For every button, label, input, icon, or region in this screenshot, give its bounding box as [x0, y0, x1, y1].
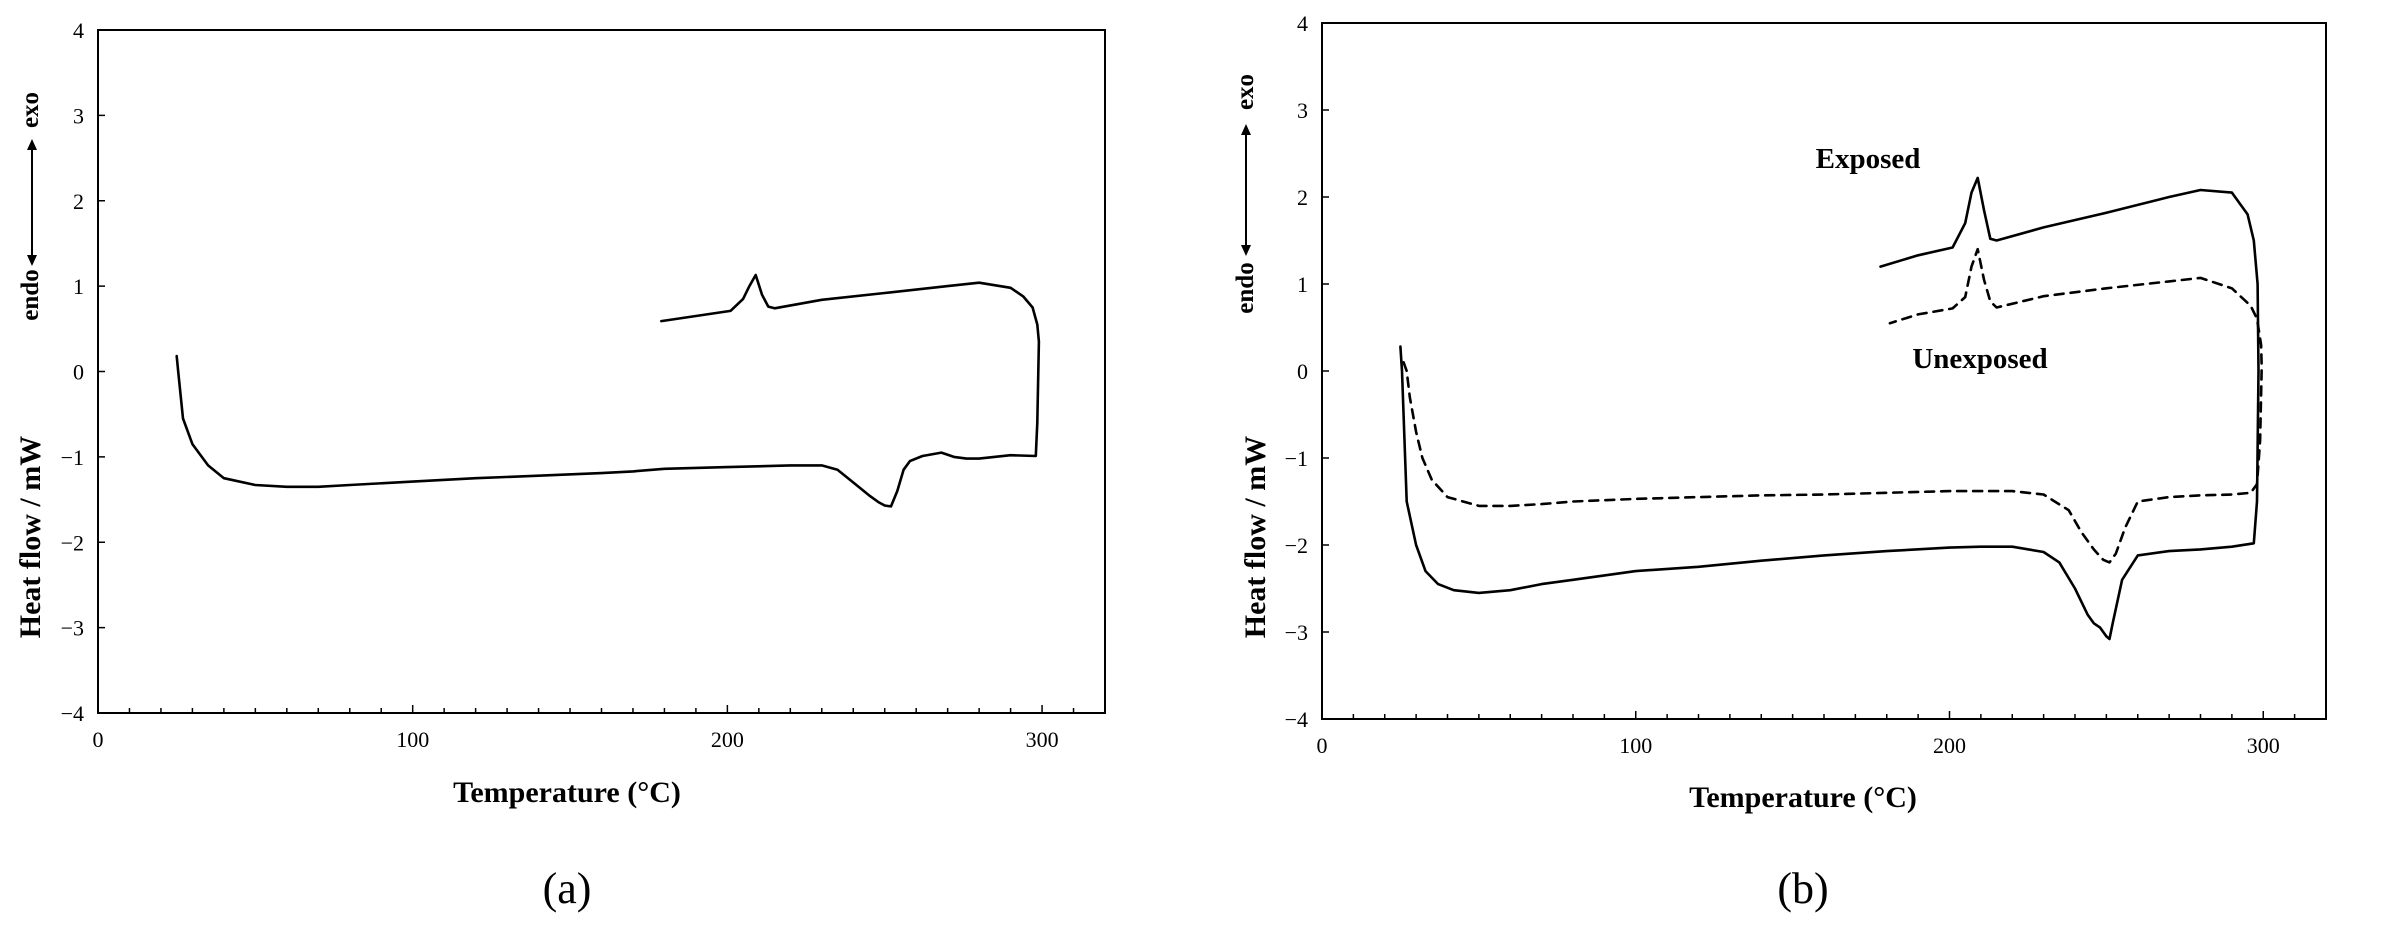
exo-label-b: exo — [1232, 74, 1259, 110]
y-tick-label: 4 — [1297, 11, 1308, 36]
plot-frame-b — [1321, 22, 2327, 720]
panel-label-a: (a) — [543, 864, 592, 913]
arrow-up-icon — [27, 139, 37, 150]
x-tick-label: 0 — [93, 727, 104, 752]
x-tick-label: 100 — [1619, 733, 1652, 758]
y-tick-label: −4 — [61, 701, 84, 726]
series-group-b — [1399, 176, 2263, 641]
series-line-exposed — [1399, 176, 2260, 641]
endo-label-b: endo — [1232, 262, 1259, 313]
y-axis-ticks-b: 4 3 2 1 0 −1 −2 −3 −4 — [1285, 11, 1329, 732]
y-tick-label: 2 — [73, 189, 84, 214]
y-axis-title-b: Heat flow / mW — [1239, 436, 1272, 638]
annotation-unexposed: Unexposed — [1912, 343, 2047, 375]
y-tick-label: 2 — [1297, 185, 1308, 210]
x-tick-label: 300 — [2247, 733, 2280, 758]
arrow-up-icon — [1241, 124, 1251, 135]
y-tick-label: −4 — [1285, 707, 1308, 732]
x-axis-title-a: Temperature (°C) — [453, 776, 681, 809]
x-tick-label: 300 — [1026, 727, 1059, 752]
y-tick-label: 4 — [73, 18, 84, 43]
y-axis-title-a: Heat flow / mW — [14, 436, 47, 638]
panel-a: 0 100 200 300 4 3 2 1 0 −1 −2 −3 −4 Temperature (°C… — [14, 18, 1106, 913]
panel-b: 0 100 200 300 4 3 2 1 0 −1 −2 −3 −4 Temperature (°C… — [1232, 11, 2327, 913]
x-tick-label: 200 — [711, 727, 744, 752]
y-tick-label: 3 — [1297, 98, 1308, 123]
x-axis-ticks-a: 0 100 200 300 — [93, 705, 1106, 752]
annotation-exposed: Exposed — [1816, 143, 1921, 175]
x-axis-ticks-b: 0 100 200 300 — [1317, 711, 2327, 758]
series-line-a — [175, 273, 1041, 508]
arrow-down-icon — [27, 255, 37, 266]
y-tick-label: 1 — [1297, 272, 1308, 297]
y-tick-label: 3 — [73, 103, 84, 128]
x-tick-label: 0 — [1317, 733, 1328, 758]
y-tick-label: −3 — [61, 616, 84, 641]
x-tick-label: 200 — [1933, 733, 1966, 758]
series-line-unexposed — [1402, 247, 2263, 564]
y-tick-label: 1 — [73, 274, 84, 299]
endo-label-a: endo — [17, 269, 44, 320]
exo-label-a: exo — [17, 92, 44, 128]
y-axis-ticks-a: 4 3 2 1 0 −1 −2 −3 −4 — [61, 18, 105, 726]
panel-label-b: (b) — [1777, 864, 1828, 913]
plot-frame-a — [97, 29, 1106, 714]
y-tick-label: −2 — [1285, 533, 1308, 558]
x-tick-label: 100 — [396, 727, 429, 752]
x-axis-title-b: Temperature (°C) — [1689, 781, 1917, 814]
arrow-down-icon — [1241, 245, 1251, 256]
y-tick-label: 0 — [73, 360, 84, 385]
series-group-a — [175, 273, 1041, 508]
y-tick-label: −1 — [61, 445, 84, 470]
y-tick-label: −1 — [1285, 446, 1308, 471]
y-tick-label: −3 — [1285, 620, 1308, 645]
y-tick-label: 0 — [1297, 359, 1308, 384]
y-tick-label: −2 — [61, 530, 84, 555]
